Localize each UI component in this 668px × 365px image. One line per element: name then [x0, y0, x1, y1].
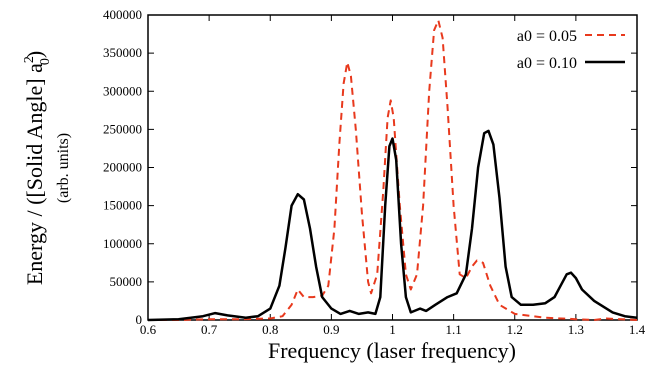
x-tick-label: 0.8: [262, 322, 278, 337]
x-tick-label: 1.4: [629, 322, 646, 337]
x-tick-label: 1.1: [446, 322, 462, 337]
y-tick-label: 400000: [103, 7, 142, 22]
x-tick-label: 0.9: [323, 322, 339, 337]
y-axis-title-main: Energy / ([Solid Angle] a20): [22, 51, 53, 285]
x-tick-label: 0.6: [140, 322, 157, 337]
y-tick-label: 0: [136, 312, 143, 327]
series-line-1: [148, 19, 638, 321]
y-axis-unit-note: (arb. units): [55, 133, 72, 203]
y-axis-title-suffix: ): [22, 51, 47, 58]
y-axis-title-subscript: 0: [38, 58, 53, 65]
y-tick-label: 100000: [103, 236, 142, 251]
legend-label-series-2: a0 = 0.10: [517, 55, 577, 72]
y-tick-label: 150000: [103, 198, 142, 213]
y-axis-title-superscript: 2: [22, 56, 37, 63]
series-lines: [147, 19, 638, 322]
series-line-2: [147, 129, 638, 322]
x-tick-label: 1: [389, 322, 396, 337]
legend: a0 = 0.05 a0 = 0.10: [517, 28, 625, 72]
x-tick-label: 1.2: [507, 322, 523, 337]
y-axis-title-prefix: Energy / ([Solid Angle] a: [22, 63, 47, 285]
y-tick-label: 250000: [103, 121, 142, 136]
y-tick-label: 300000: [103, 83, 142, 98]
x-tick-label: 1.3: [568, 322, 584, 337]
legend-label-series-1: a0 = 0.05: [517, 28, 577, 45]
y-tick-label: 200000: [103, 160, 142, 175]
y-tick-label: 50000: [110, 274, 143, 289]
x-tick-label: 0.7: [201, 322, 218, 337]
axis-ticks: 0.6 0.7 0.8 0.9 1 1.1 1.2 1.3 1.4 0 50000 100000 150…: [103, 7, 646, 337]
y-axis-title: Energy / ([Solid Angle] a20) (arb. units…: [22, 51, 72, 285]
x-axis-title: Frequency (laser frequency): [268, 338, 516, 363]
y-tick-label: 350000: [103, 45, 142, 60]
